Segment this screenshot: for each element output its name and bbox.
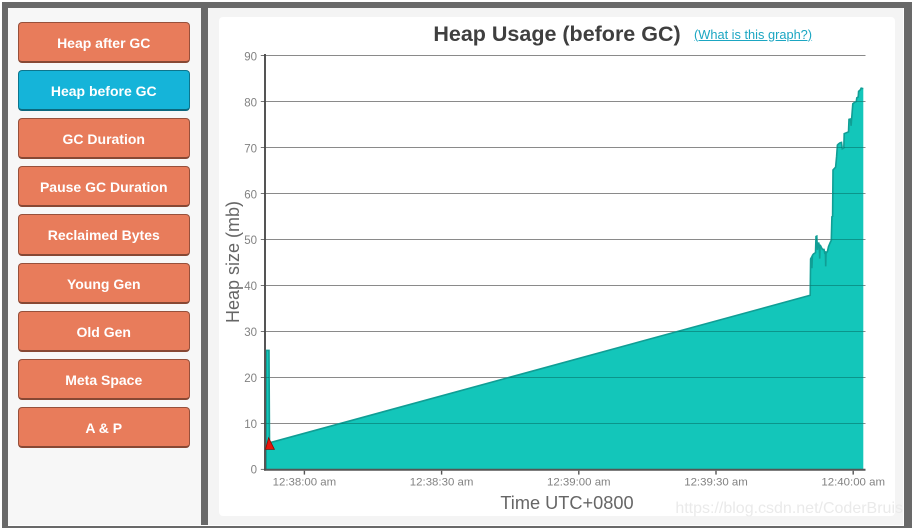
- svg-text:10: 10: [244, 419, 257, 431]
- svg-text:12:40:00 am: 12:40:00 am: [821, 477, 885, 489]
- svg-text:0: 0: [251, 465, 257, 477]
- svg-text:30: 30: [244, 327, 257, 339]
- svg-text:20: 20: [244, 373, 257, 385]
- svg-text:50: 50: [244, 235, 257, 247]
- svg-text:12:39:00 am: 12:39:00 am: [547, 477, 611, 489]
- svg-text:12:38:00 am: 12:38:00 am: [273, 477, 337, 489]
- svg-text:90: 90: [244, 52, 257, 64]
- svg-text:Time UTC+0800: Time UTC+0800: [500, 493, 633, 513]
- svg-text:60: 60: [244, 189, 257, 201]
- svg-text:80: 80: [244, 98, 257, 110]
- svg-text:12:39:30 am: 12:39:30 am: [684, 477, 748, 489]
- svg-text:12:38:30 am: 12:38:30 am: [410, 477, 474, 489]
- svg-text:70: 70: [244, 143, 257, 155]
- svg-text:40: 40: [244, 281, 257, 293]
- svg-text:Heap size (mb): Heap size (mb): [223, 201, 243, 323]
